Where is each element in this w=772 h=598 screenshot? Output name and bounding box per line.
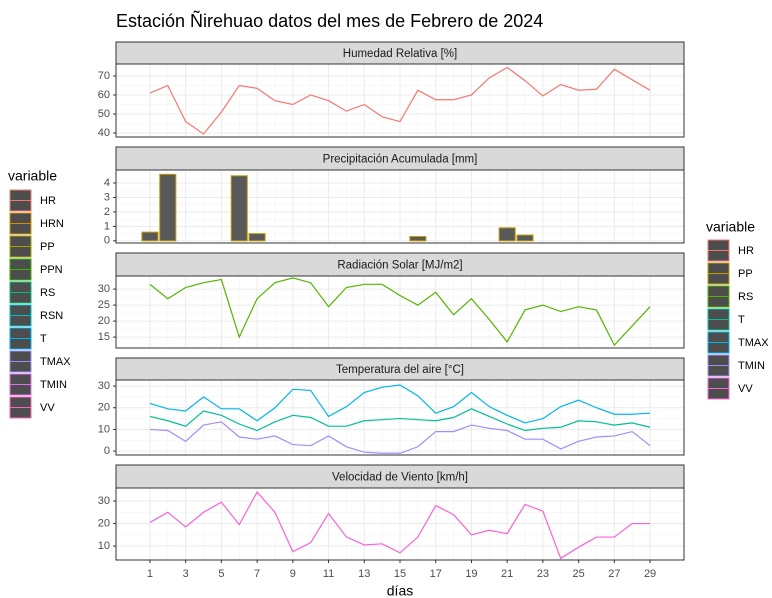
y-tick-label: 20 <box>98 517 110 529</box>
legend-label: VV <box>738 383 753 395</box>
chart-title: Estación Ñirehuao datos del mes de Febre… <box>116 10 543 31</box>
line-series <box>149 277 651 347</box>
legend-label: TMAX <box>738 337 769 349</box>
y-tick-label: 3 <box>104 191 110 203</box>
y-tick-label: 10 <box>98 423 110 435</box>
x-tick-label: 15 <box>394 568 406 580</box>
x-tick-label: 1 <box>147 568 153 580</box>
x-tick-label: 25 <box>572 568 584 580</box>
strip-title: Velocidad de Viento [km/h] <box>332 472 468 484</box>
legend-label: TMAX <box>40 356 71 368</box>
x-tick-label: 19 <box>465 568 477 580</box>
y-tick-label: 70 <box>98 70 110 82</box>
strip-title: Radiación Solar [MJ/m2] <box>337 260 462 272</box>
panel-border <box>115 63 685 138</box>
y-tick-label: 30 <box>98 283 110 295</box>
bar <box>498 227 516 242</box>
legend-label: VV <box>40 402 55 414</box>
y-tick-label: 0 <box>104 445 110 457</box>
legend-label: T <box>40 333 47 345</box>
line-series <box>149 421 651 454</box>
legend-label: TMIN <box>40 379 67 391</box>
y-tick-label: 60 <box>98 89 110 101</box>
bar <box>159 173 177 242</box>
y-tick-label: 20 <box>98 402 110 414</box>
bar <box>409 235 427 242</box>
line-series <box>149 408 651 432</box>
legend-label: HR <box>40 195 56 207</box>
legend-label: RS <box>738 291 753 303</box>
line-series <box>149 66 651 135</box>
legend-label: TMIN <box>738 360 765 372</box>
x-tick-label: 21 <box>501 568 513 580</box>
x-tick-label: 7 <box>254 568 260 580</box>
legend-label: RS <box>40 287 55 299</box>
panel-border <box>115 275 685 349</box>
strip-title: Temperatura del aire [°C] <box>336 364 464 376</box>
strip-title: Humedad Relativa [%] <box>343 48 457 60</box>
panel-border <box>115 169 685 244</box>
line-series <box>149 491 651 560</box>
y-tick-label: 30 <box>98 380 110 392</box>
x-axis-label: días <box>387 583 413 598</box>
x-tick-label: 11 <box>323 568 334 580</box>
y-tick-label: 30 <box>98 495 110 507</box>
line-series <box>149 384 651 424</box>
y-tick-label: 50 <box>98 108 110 120</box>
x-tick-label: 13 <box>358 568 370 580</box>
strip-title: Precipitación Acumulada [mm] <box>323 154 478 166</box>
bar <box>248 233 266 242</box>
y-tick-label: 20 <box>98 315 110 327</box>
y-tick-label: 25 <box>98 299 110 311</box>
legend-label: RSN <box>40 310 63 322</box>
legend-title: variable <box>8 168 57 184</box>
x-tick-label: 27 <box>608 568 620 580</box>
legend-label: HRN <box>40 218 64 230</box>
legend-label: PP <box>738 268 753 280</box>
x-tick-label: 17 <box>430 568 442 580</box>
y-tick-label: 0 <box>104 235 110 247</box>
panel-border <box>115 379 685 456</box>
y-tick-label: 40 <box>98 127 110 139</box>
y-tick-label: 4 <box>104 177 110 189</box>
y-tick-label: 1 <box>104 220 110 232</box>
x-tick-label: 23 <box>537 568 549 580</box>
bar <box>516 234 534 242</box>
bar <box>141 231 159 242</box>
x-tick-label: 5 <box>218 568 224 580</box>
x-tick-label: 29 <box>644 568 656 580</box>
x-tick-label: 3 <box>183 568 189 580</box>
bar <box>230 175 248 242</box>
y-tick-label: 15 <box>98 331 110 343</box>
x-tick-label: 9 <box>290 568 296 580</box>
legend-label: HR <box>738 245 754 257</box>
legend-label: PPN <box>40 264 63 276</box>
legend-label: PP <box>40 241 55 253</box>
y-tick-label: 2 <box>104 206 110 218</box>
legend-label: T <box>738 314 745 326</box>
y-tick-label: 10 <box>98 540 110 552</box>
legend-title: variable <box>706 219 755 235</box>
